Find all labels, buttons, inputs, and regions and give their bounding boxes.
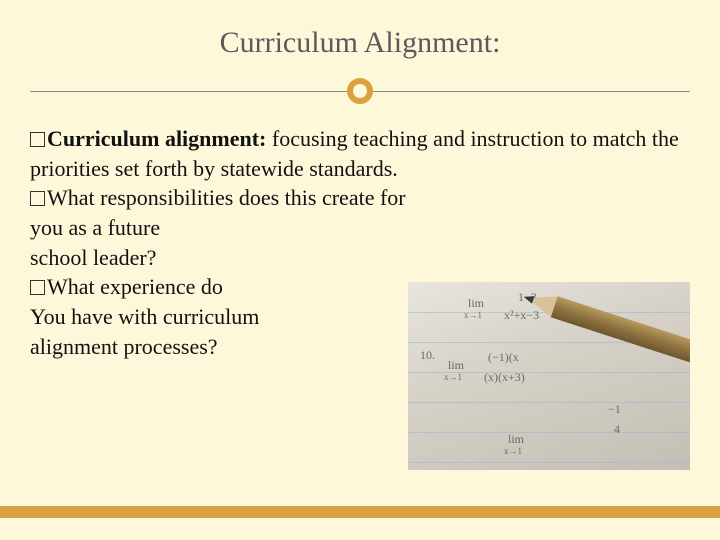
math-text: x→1 <box>504 446 522 456</box>
math-text: (−1)(x <box>488 350 519 365</box>
math-text: (x)(x+3) <box>484 370 525 385</box>
math-text: 4 <box>614 422 620 437</box>
math-text: lim <box>468 296 484 311</box>
bullet-2-text: What responsibilities does this create f… <box>47 185 406 210</box>
paper-line <box>408 402 690 403</box>
bullet-2: What responsibilities does this create f… <box>30 183 690 213</box>
bottom-accent-bar <box>0 506 720 518</box>
checkbox-icon <box>30 280 45 295</box>
bullet-1: Curriculum alignment: focusing teaching … <box>30 124 690 183</box>
math-text: lim <box>508 432 524 447</box>
divider-circle-icon <box>347 78 373 104</box>
paper-line <box>408 462 690 463</box>
math-text: x→1 <box>444 372 462 382</box>
math-text: −1 <box>608 402 621 417</box>
math-paper-image: lim x→1 1−3 x²+x−3 10. (−1)(x (x)(x+3) l… <box>408 282 690 470</box>
checkbox-icon <box>30 132 45 147</box>
paper-line <box>408 432 690 433</box>
divider <box>30 78 690 106</box>
math-text: lim <box>448 358 464 373</box>
math-text: x→1 <box>464 310 482 320</box>
line-4: school leader? <box>30 243 690 273</box>
bullet-1-bold: Curriculum alignment: <box>47 126 266 151</box>
math-text: 10. <box>420 348 435 363</box>
slide-title: Curriculum Alignment: <box>30 26 690 60</box>
bullet-3-text: What experience do <box>47 274 223 299</box>
line-3: you as a future <box>30 213 690 243</box>
slide: Curriculum Alignment: Curriculum alignme… <box>0 0 720 540</box>
checkbox-icon <box>30 191 45 206</box>
